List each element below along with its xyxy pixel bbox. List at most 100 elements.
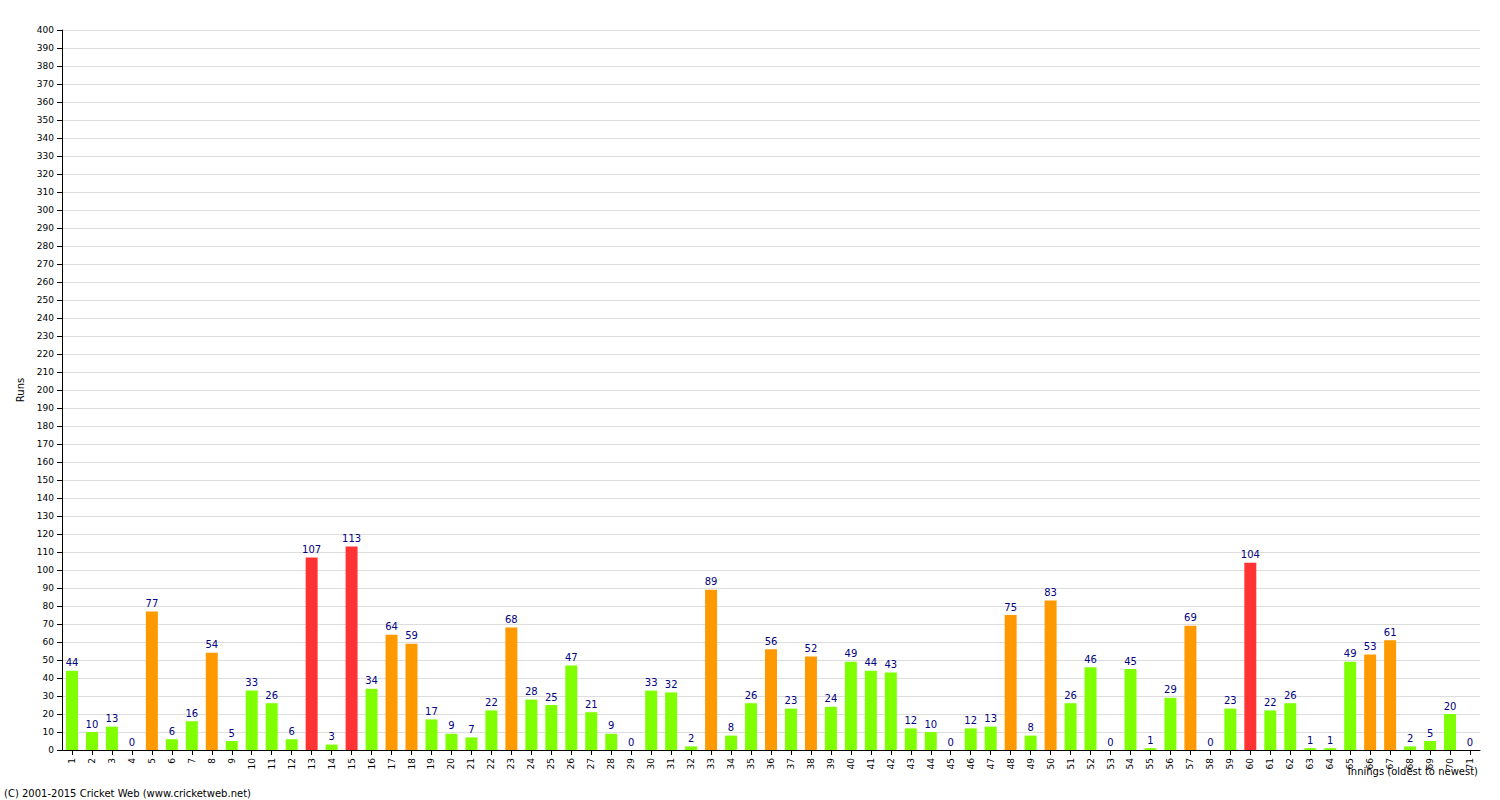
svg-text:130: 130 bbox=[37, 511, 54, 521]
svg-text:29: 29 bbox=[1164, 684, 1177, 695]
svg-text:6: 6 bbox=[169, 726, 175, 737]
svg-text:113: 113 bbox=[342, 533, 361, 544]
svg-text:61: 61 bbox=[1265, 758, 1275, 769]
svg-text:240: 240 bbox=[37, 313, 54, 323]
svg-text:33: 33 bbox=[706, 758, 716, 769]
svg-text:20: 20 bbox=[1444, 701, 1457, 712]
svg-text:6: 6 bbox=[288, 726, 294, 737]
svg-text:28: 28 bbox=[606, 758, 616, 770]
svg-text:13: 13 bbox=[106, 713, 119, 724]
svg-text:67: 67 bbox=[1385, 758, 1395, 769]
svg-text:13: 13 bbox=[984, 713, 997, 724]
svg-text:190: 190 bbox=[37, 403, 54, 413]
svg-text:140: 140 bbox=[37, 493, 54, 503]
svg-text:57: 57 bbox=[1185, 758, 1195, 769]
svg-text:5: 5 bbox=[147, 758, 157, 764]
svg-text:14: 14 bbox=[327, 758, 337, 770]
svg-text:54: 54 bbox=[205, 639, 218, 650]
svg-text:37: 37 bbox=[786, 758, 796, 769]
svg-text:24: 24 bbox=[526, 758, 536, 770]
svg-text:2: 2 bbox=[1407, 733, 1413, 744]
svg-text:(C) 2001-2015 Cricket Web (www: (C) 2001-2015 Cricket Web (www.cricketwe… bbox=[4, 788, 251, 799]
svg-text:13: 13 bbox=[307, 758, 317, 769]
svg-text:9: 9 bbox=[448, 720, 454, 731]
svg-text:44: 44 bbox=[926, 758, 936, 770]
svg-text:62: 62 bbox=[1285, 758, 1295, 769]
svg-text:56: 56 bbox=[765, 636, 778, 647]
svg-text:83: 83 bbox=[1044, 587, 1057, 598]
svg-text:400: 400 bbox=[37, 25, 54, 35]
svg-text:38: 38 bbox=[806, 758, 816, 770]
svg-text:23: 23 bbox=[1224, 695, 1237, 706]
svg-text:29: 29 bbox=[626, 758, 636, 770]
svg-text:48: 48 bbox=[1006, 758, 1016, 770]
svg-text:150: 150 bbox=[37, 475, 54, 485]
svg-text:21: 21 bbox=[585, 699, 598, 710]
svg-text:70: 70 bbox=[43, 619, 55, 629]
svg-text:104: 104 bbox=[1241, 549, 1260, 560]
svg-text:26: 26 bbox=[745, 690, 758, 701]
svg-text:230: 230 bbox=[37, 331, 54, 341]
svg-text:19: 19 bbox=[426, 758, 436, 770]
svg-text:170: 170 bbox=[37, 439, 54, 449]
svg-text:100: 100 bbox=[37, 565, 54, 575]
svg-text:15: 15 bbox=[347, 758, 357, 769]
svg-text:0: 0 bbox=[628, 737, 634, 748]
svg-text:280: 280 bbox=[37, 241, 54, 251]
svg-text:66: 66 bbox=[1365, 758, 1375, 770]
svg-text:380: 380 bbox=[37, 61, 54, 71]
svg-text:180: 180 bbox=[37, 421, 54, 431]
svg-text:7: 7 bbox=[468, 724, 474, 735]
svg-text:26: 26 bbox=[1284, 690, 1297, 701]
svg-text:71: 71 bbox=[1465, 758, 1475, 769]
svg-text:26: 26 bbox=[1064, 690, 1077, 701]
svg-text:75: 75 bbox=[1004, 602, 1017, 613]
svg-text:3: 3 bbox=[107, 758, 117, 764]
svg-text:160: 160 bbox=[37, 457, 54, 467]
svg-text:64: 64 bbox=[1325, 758, 1335, 770]
svg-text:20: 20 bbox=[446, 758, 456, 770]
svg-text:200: 200 bbox=[37, 385, 54, 395]
svg-text:Runs: Runs bbox=[15, 378, 26, 402]
svg-text:61: 61 bbox=[1384, 627, 1397, 638]
svg-text:10: 10 bbox=[924, 719, 937, 730]
svg-text:290: 290 bbox=[37, 223, 54, 233]
svg-text:46: 46 bbox=[966, 758, 976, 770]
svg-text:12: 12 bbox=[287, 758, 297, 769]
svg-text:69: 69 bbox=[1184, 612, 1197, 623]
svg-text:320: 320 bbox=[37, 169, 54, 179]
svg-text:0: 0 bbox=[48, 745, 54, 755]
svg-text:2: 2 bbox=[688, 733, 694, 744]
svg-text:45: 45 bbox=[1124, 656, 1137, 667]
svg-text:52: 52 bbox=[805, 643, 818, 654]
svg-text:27: 27 bbox=[586, 758, 596, 769]
svg-text:9: 9 bbox=[227, 758, 237, 764]
svg-text:40: 40 bbox=[846, 758, 856, 770]
svg-text:23: 23 bbox=[785, 695, 798, 706]
svg-text:250: 250 bbox=[37, 295, 54, 305]
svg-text:77: 77 bbox=[146, 598, 159, 609]
svg-text:49: 49 bbox=[1344, 648, 1357, 659]
svg-text:70: 70 bbox=[1445, 758, 1455, 770]
svg-text:32: 32 bbox=[686, 758, 696, 769]
svg-text:9: 9 bbox=[608, 720, 614, 731]
svg-text:110: 110 bbox=[37, 547, 54, 557]
svg-text:22: 22 bbox=[1264, 697, 1277, 708]
svg-text:20: 20 bbox=[43, 709, 55, 719]
svg-text:30: 30 bbox=[646, 758, 656, 770]
svg-text:44: 44 bbox=[66, 657, 79, 668]
svg-text:39: 39 bbox=[826, 758, 836, 770]
svg-text:16: 16 bbox=[185, 708, 198, 719]
svg-text:46: 46 bbox=[1084, 654, 1097, 665]
svg-text:12: 12 bbox=[904, 715, 917, 726]
svg-text:41: 41 bbox=[866, 758, 876, 769]
svg-text:31: 31 bbox=[666, 758, 676, 769]
svg-text:51: 51 bbox=[1066, 758, 1076, 769]
svg-text:80: 80 bbox=[43, 601, 55, 611]
svg-text:0: 0 bbox=[1207, 737, 1213, 748]
svg-text:8: 8 bbox=[207, 758, 217, 764]
svg-text:34: 34 bbox=[365, 675, 378, 686]
svg-text:350: 350 bbox=[37, 115, 54, 125]
svg-text:40: 40 bbox=[43, 673, 55, 683]
svg-text:220: 220 bbox=[37, 349, 54, 359]
